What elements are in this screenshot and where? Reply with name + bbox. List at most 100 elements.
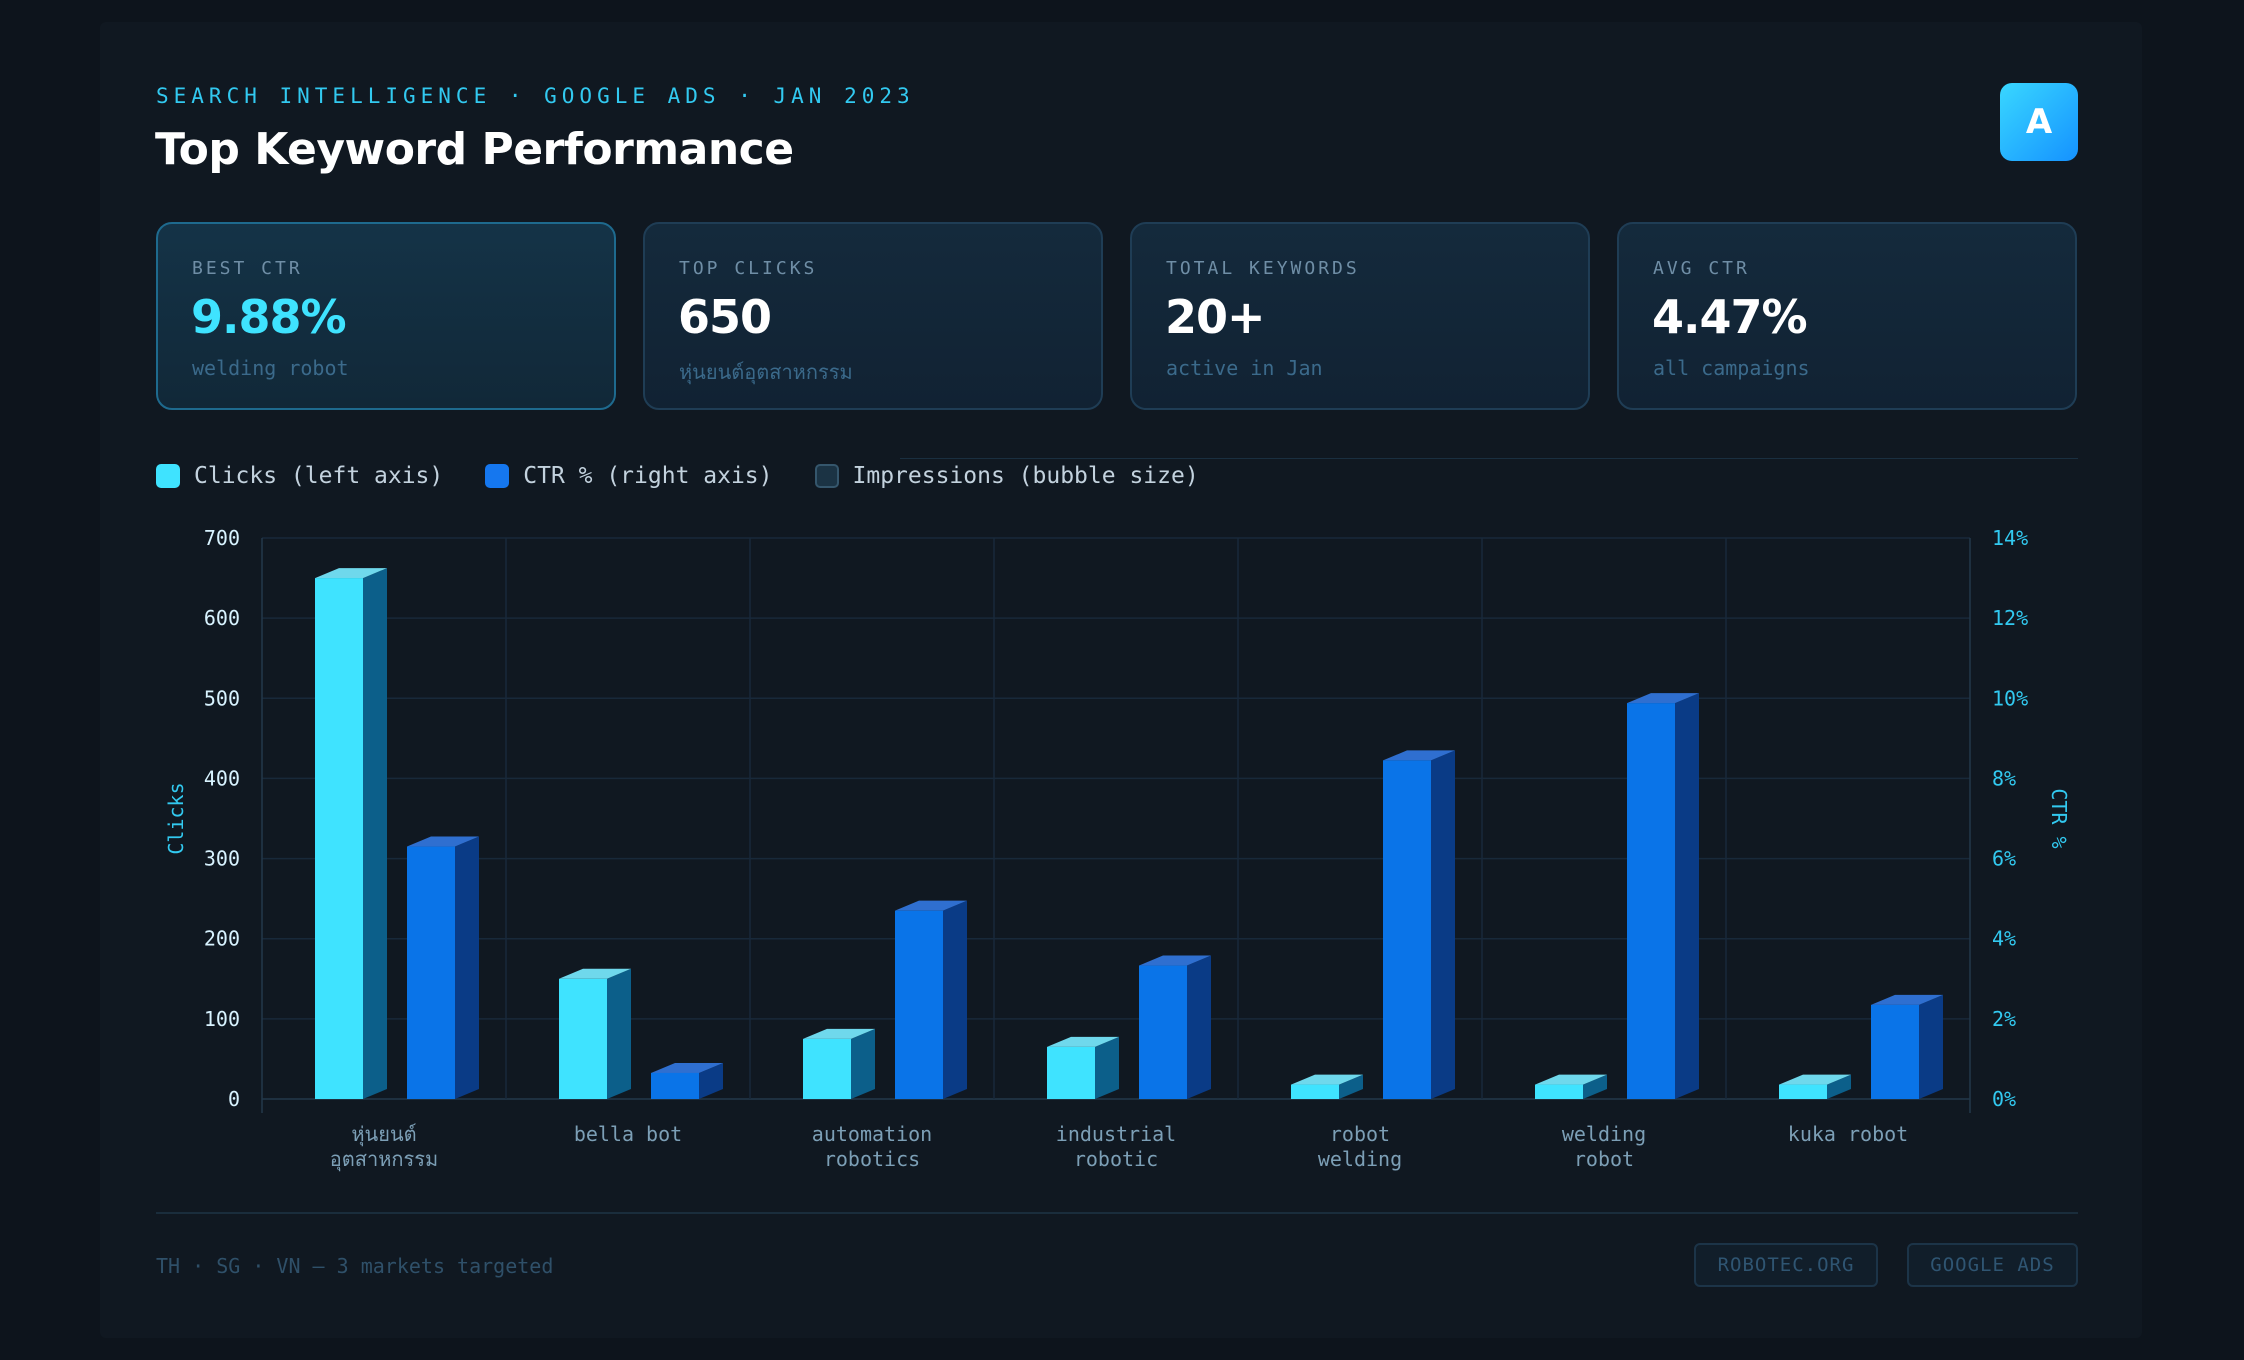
bar-ctr-top [1383, 750, 1455, 761]
x-tick-label: robot [1574, 1147, 1634, 1171]
y-tick-left: 500 [204, 686, 240, 710]
legend-item-clicks[interactable]: Clicks (left axis) [156, 463, 443, 489]
kpi-label: BEST CTR [192, 258, 303, 279]
y-tick-right: 6% [1992, 847, 2016, 871]
legend-label: CTR % (right axis) [523, 463, 773, 489]
x-tick-label: robotics [824, 1147, 920, 1171]
y-tick-left: 100 [204, 1007, 240, 1031]
kpi-card-top-clicks: TOP CLICKS 650 หุ่นยนต์อุตสาหกรรม [643, 222, 1103, 410]
bar-clicks [1291, 1084, 1339, 1099]
page-title: Top Keyword Performance [155, 124, 794, 175]
kpi-subtext: all campaigns [1653, 356, 1810, 380]
x-tick-label: kuka robot [1788, 1122, 1908, 1146]
bar-clicks-side [363, 568, 387, 1099]
bar-clicks-top [803, 1028, 875, 1039]
bar-ctr [1139, 965, 1187, 1099]
bar-clicks-side [851, 1028, 875, 1099]
bar-clicks-top [1535, 1074, 1607, 1085]
bar-ctr-side [1431, 750, 1455, 1099]
bar-clicks [559, 978, 607, 1099]
brand-logo-icon: A [2000, 83, 2078, 161]
bar-ctr-top [1871, 994, 1943, 1005]
bar-clicks-side [1583, 1074, 1607, 1099]
bar-clicks-top [315, 568, 387, 579]
bar-ctr-top [407, 836, 479, 847]
y-tick-right: 4% [1992, 927, 2016, 951]
kpi-card-avg-ctr: AVG CTR 4.47% all campaigns [1617, 222, 2077, 410]
kpi-value: 4.47% [1652, 290, 1808, 344]
y-tick-right: 12% [1992, 606, 2028, 630]
bar-ctr-side [455, 836, 479, 1099]
bar-ctr-side [1919, 994, 1943, 1099]
legend-swatch-ctr [485, 464, 510, 488]
y-tick-right: 2% [1992, 1007, 2016, 1031]
bar-clicks [315, 578, 363, 1099]
x-tick-label: welding [1562, 1122, 1646, 1146]
bar-ctr-side [1187, 955, 1211, 1099]
kpi-value: 20+ [1165, 290, 1266, 344]
legend-label: Impressions (bubble size) [852, 463, 1199, 489]
bar-ctr [1383, 760, 1431, 1099]
bar-chart: 0 100 200 300 400 500 600 700 0% 2% 4% 6% 8% 10% 12% 14… [164, 526, 2071, 1172]
x-tick-label: bella bot [574, 1122, 682, 1146]
bar-clicks [1779, 1084, 1827, 1099]
bar-clicks-side [1339, 1074, 1363, 1099]
y-tick-right: 0% [1992, 1087, 2016, 1111]
x-tick-label: industrial [1056, 1122, 1176, 1146]
y-axis-title-right: CTR % [2047, 788, 2071, 848]
bar-clicks-top [559, 968, 631, 979]
kpi-label: TOP CLICKS [679, 258, 818, 279]
y-axis-title-left: Clicks [164, 782, 188, 854]
bar-clicks-side [1827, 1074, 1851, 1099]
kpi-label: AVG CTR [1653, 258, 1750, 279]
bar-ctr-top [1139, 955, 1211, 966]
bar-ctr-side [943, 900, 967, 1099]
kpi-subtext: welding robot [192, 356, 349, 380]
bar-clicks-top [1291, 1074, 1363, 1085]
legend-swatch-impressions [814, 464, 839, 488]
bar-ctr-top [1627, 693, 1699, 704]
bar-ctr [895, 910, 943, 1099]
bar-ctr [1871, 1004, 1919, 1099]
kpi-label: TOTAL KEYWORDS [1166, 258, 1360, 279]
bar-ctr [407, 846, 455, 1099]
y-tick-left: 600 [204, 606, 240, 630]
chart-legend: Clicks (left axis) CTR % (right axis) Im… [156, 460, 1241, 492]
tag-robotec[interactable]: ROBOTEC.ORG [1694, 1243, 1878, 1287]
kpi-subtext: active in Jan [1166, 356, 1323, 380]
x-tick-label: welding [1318, 1147, 1402, 1171]
bar-clicks-top [1047, 1036, 1119, 1047]
bar-ctr-side [1675, 693, 1699, 1099]
tag-google-ads[interactable]: GOOGLE ADS [1907, 1243, 2078, 1287]
x-tick-label: automation [812, 1122, 932, 1146]
x-tick-label: หุ่นยนต์ [351, 1122, 416, 1147]
bar-ctr-top [895, 900, 967, 911]
legend-item-ctr[interactable]: CTR % (right axis) [485, 463, 773, 489]
footer-markets-text: TH · SG · VN — 3 markets targeted [156, 1254, 554, 1278]
bar-clicks-side [1095, 1036, 1119, 1099]
legend-label: Clicks (left axis) [194, 463, 444, 489]
eyebrow-label: SEARCH INTELLIGENCE · GOOGLE ADS · JAN 2… [156, 84, 915, 108]
bar-clicks [1535, 1084, 1583, 1099]
bar-clicks-side [607, 968, 631, 1099]
y-tick-left: 0 [228, 1087, 240, 1111]
y-tick-right: 8% [1992, 766, 2016, 790]
y-tick-left: 200 [204, 927, 240, 951]
legend-swatch-clicks [156, 464, 180, 488]
y-tick-left: 300 [204, 847, 240, 871]
footer-divider [156, 1212, 2078, 1214]
kpi-subtext: หุ่นยนต์อุตสาหกรรม [679, 360, 853, 384]
y-tick-left: 400 [204, 766, 240, 790]
bar-ctr-top [651, 1062, 723, 1073]
kpi-card-best-ctr: BEST CTR 9.88% welding robot [156, 222, 616, 410]
bar-ctr [1627, 703, 1675, 1099]
y-tick-right: 10% [1992, 686, 2028, 710]
x-tick-label: robotic [1074, 1147, 1158, 1171]
x-tick-label: robot [1330, 1122, 1390, 1146]
bar-clicks-top [1779, 1074, 1851, 1085]
y-tick-right: 14% [1992, 526, 2028, 550]
legend-divider [900, 458, 2078, 459]
bar-clicks [803, 1038, 851, 1099]
kpi-card-total-keywords: TOTAL KEYWORDS 20+ active in Jan [1130, 222, 1590, 410]
legend-item-impressions[interactable]: Impressions (bubble size) [814, 463, 1199, 489]
